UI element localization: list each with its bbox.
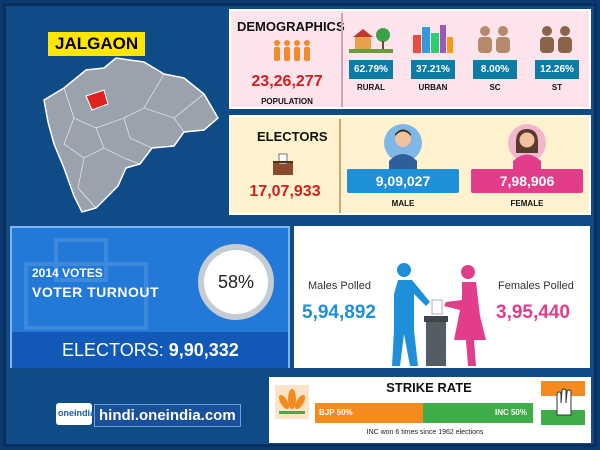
rural-label: RURAL <box>357 83 385 92</box>
female-avatar-icon <box>508 124 546 169</box>
turnout-electors-label: ELECTORS: <box>62 340 164 360</box>
demographics-title: DEMOGRAPHICS <box>237 19 345 34</box>
st-percent: 12.26% <box>535 60 579 79</box>
males-polled-value: 5,94,892 <box>302 302 376 323</box>
urban-icon <box>413 25 453 53</box>
females-polled-value: 3,95,440 <box>496 302 570 323</box>
divider <box>341 13 343 107</box>
ballot-watermark-icon <box>24 238 148 330</box>
stat-rural: 62.79% RURAL <box>349 23 393 92</box>
female-electors-value: 7,98,906 <box>471 169 583 193</box>
strike-rate-note: INC won 6 times since 1962 elections <box>366 429 484 436</box>
site-link[interactable]: hindi.oneindia.com <box>94 404 241 427</box>
electors-card: ELECTORS 17,07,933 9,09,027 MALE 7,98,90… <box>229 115 591 215</box>
voter-turnout-panel: 2014 VOTES VOTER TURNOUT 58% ELECTORS: 9… <box>10 226 290 368</box>
strike-rate-panel: STRIKE RATE BJP 50% INC 50% INC won 6 ti… <box>269 377 591 443</box>
voting-figures-icon <box>392 263 486 366</box>
bjp-lotus-icon <box>275 385 309 419</box>
sc-people-icon <box>478 26 510 53</box>
polled-panel: Males Polled 5,94,892 Females Polled 3,9… <box>294 226 590 368</box>
population-value: 23,26,277 <box>251 73 323 90</box>
sc-label: SC <box>489 83 501 92</box>
oneindia-logo: oneindia <box>56 403 95 425</box>
turnout-title: VOTER TURNOUT <box>32 284 160 300</box>
rural-percent: 62.79% <box>349 60 393 79</box>
turnout-electors: ELECTORS: 9,90,332 <box>62 340 239 361</box>
inc-strike-bar: INC 50% <box>423 403 533 423</box>
turnout-percent: 58% <box>198 244 274 320</box>
turnout-electors-value: 9,90,332 <box>168 340 239 360</box>
rural-icon <box>349 28 393 53</box>
urban-percent: 37.21% <box>411 60 455 79</box>
electors-total: 17,07,933 <box>249 183 321 200</box>
turnout-year-label: 2014 VOTES <box>32 266 103 280</box>
turnout-electors-bar: ELECTORS: 9,90,332 <box>12 332 288 368</box>
maharashtra-map <box>43 57 219 213</box>
stat-st: 12.26% ST <box>535 23 579 92</box>
male-electors-value: 9,09,027 <box>347 169 459 193</box>
female-label: FEMALE <box>510 199 544 208</box>
bjp-strike-bar: BJP 50% <box>315 403 423 423</box>
urban-label: URBAN <box>418 83 448 92</box>
ballot-box-icon <box>273 153 293 175</box>
st-people-icon <box>540 26 572 53</box>
stat-sc: 8.00% SC <box>473 23 517 92</box>
electors-title: ELECTORS <box>257 129 328 144</box>
male-avatar-icon <box>384 124 422 169</box>
divider <box>339 119 341 213</box>
demographics-card: DEMOGRAPHICS 23,26,277 POPULATION 62.79%… <box>229 9 591 109</box>
district-label: JALGAON <box>48 32 146 56</box>
st-label: ST <box>551 83 563 92</box>
stat-urban: 37.21% URBAN <box>411 23 455 92</box>
males-polled-label: Males Polled <box>308 280 371 292</box>
strike-rate-title: STRIKE RATE <box>386 380 472 395</box>
population-label: POPULATION <box>261 97 313 106</box>
females-polled-label: Females Polled <box>498 280 574 292</box>
male-label: MALE <box>391 199 415 208</box>
inc-hand-icon <box>541 381 585 425</box>
population-people-icon <box>274 40 310 61</box>
jalgaon-highlight <box>85 89 109 111</box>
sc-percent: 8.00% <box>473 60 517 79</box>
